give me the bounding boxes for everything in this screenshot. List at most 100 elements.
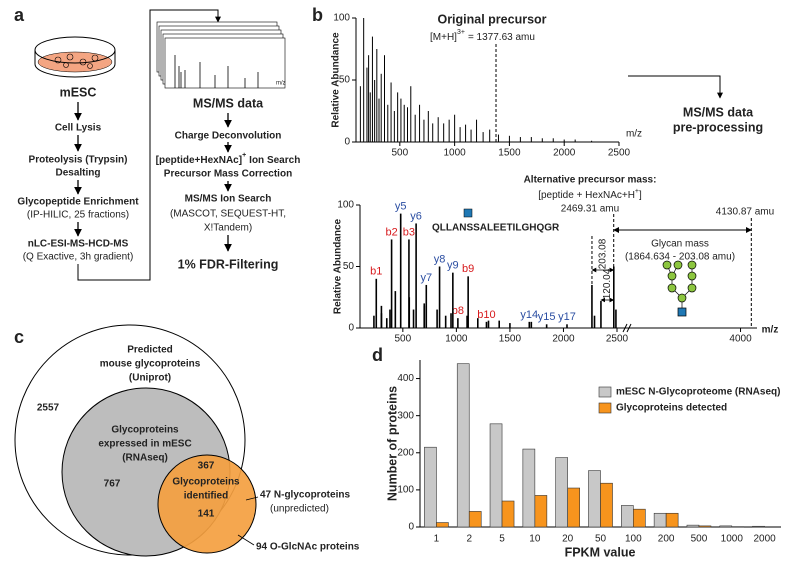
x-tick-label: 2000 bbox=[553, 148, 576, 159]
workflow-step: Glycopeptide Enrichment bbox=[17, 197, 139, 208]
ion-label: y9 bbox=[447, 260, 459, 272]
ion-label: b2 bbox=[385, 226, 397, 238]
bar bbox=[686, 524, 700, 528]
panel-label: c bbox=[14, 327, 24, 347]
x-tick-label: 100 bbox=[625, 534, 642, 545]
legend-label: mESC N-Glycoproteome (RNAseq) bbox=[616, 387, 780, 398]
x-tick-label: 50 bbox=[595, 534, 607, 545]
set-title: Predicted bbox=[127, 345, 173, 356]
annotation: Glycan mass bbox=[651, 239, 709, 250]
legend-swatch bbox=[598, 386, 612, 398]
axis-break bbox=[626, 323, 632, 333]
spectra-stack bbox=[156, 21, 286, 89]
x-tick-label: 500 bbox=[691, 534, 708, 545]
x-tick-label: 500 bbox=[391, 148, 408, 159]
glycan-icon bbox=[662, 260, 697, 317]
x-tick-label: 5 bbox=[499, 534, 505, 545]
peptide-sequence: QLLANSSALEETILGHQGR bbox=[432, 223, 560, 234]
bar bbox=[522, 448, 536, 528]
pipeline-note: (MASCOT, SEQUEST-HT, bbox=[170, 209, 286, 220]
x-tick-label: 2000 bbox=[753, 534, 776, 545]
ion-label: y17 bbox=[558, 311, 576, 323]
text-part: [peptide+HexNAc] bbox=[156, 155, 242, 166]
bar bbox=[621, 505, 634, 528]
x-axis-label: m/z bbox=[626, 129, 642, 140]
y-axis-label: Number of proteins bbox=[385, 386, 399, 501]
x-tick-label: 500 bbox=[394, 334, 411, 345]
panel-b: b Original precursor [M+H]3+ = 1377.63 am… bbox=[312, 5, 774, 317]
ion-label: y14 bbox=[520, 309, 538, 321]
spectrum-sketch bbox=[174, 55, 259, 88]
step-label: MS/MS data bbox=[683, 105, 754, 119]
callout: 94 O-GlcNAc proteins bbox=[256, 542, 360, 553]
set-title: identified bbox=[184, 491, 228, 502]
x-tick-label: 1000 bbox=[445, 334, 468, 345]
bar bbox=[653, 512, 667, 528]
y-tick-label: 0 bbox=[348, 323, 354, 334]
legend-swatch bbox=[598, 402, 612, 414]
superscript: + bbox=[242, 152, 246, 159]
x-tick-label: 1500 bbox=[499, 334, 522, 345]
bar bbox=[501, 500, 515, 528]
axis-label: m/z bbox=[276, 81, 286, 87]
x-tick-label: 1500 bbox=[498, 148, 521, 159]
x-tick-label: 2 bbox=[466, 534, 472, 545]
callout-line bbox=[245, 496, 259, 501]
section-title: MS/MS data bbox=[193, 96, 264, 110]
panel-label: a bbox=[14, 5, 25, 25]
bar bbox=[456, 363, 470, 528]
chart-title: Original precursor bbox=[437, 12, 546, 26]
workflow-note: (Q Exactive, 3h gradient) bbox=[23, 252, 134, 263]
bar bbox=[555, 457, 568, 528]
workflow-step: Cell Lysis bbox=[55, 123, 102, 134]
y-tick-label: 0 bbox=[408, 522, 414, 533]
dish-medium bbox=[37, 51, 113, 73]
y-tick-label: 400 bbox=[397, 373, 414, 384]
x-tick-label: 2500 bbox=[608, 148, 631, 159]
axis-break bbox=[622, 323, 628, 333]
x-tick-label: 1000 bbox=[444, 148, 467, 159]
x-tick-label: 2500 bbox=[606, 334, 629, 345]
pipeline-note: X!Tandem) bbox=[204, 223, 252, 234]
panel-label: b bbox=[312, 5, 323, 25]
text-part: = 1377.63 amu bbox=[468, 32, 535, 43]
ion-label: b9 bbox=[462, 263, 474, 275]
bar bbox=[698, 525, 712, 528]
ion-label: y5 bbox=[395, 201, 407, 213]
x-tick-label: 20 bbox=[562, 534, 574, 545]
text-part: [peptide + HexNAc+H bbox=[538, 190, 635, 201]
bar bbox=[588, 470, 601, 528]
callout: (unpredicted) bbox=[270, 504, 329, 515]
bar bbox=[633, 508, 646, 528]
pipeline-step: Charge Deconvolution bbox=[175, 131, 282, 142]
y-axis-label: Relative Abundance bbox=[333, 218, 344, 314]
callout-line bbox=[237, 534, 255, 546]
bar bbox=[489, 423, 503, 528]
y-tick-label: 300 bbox=[397, 410, 414, 421]
y-tick-label: 100 bbox=[397, 485, 414, 496]
x-tick-label: 10 bbox=[529, 534, 541, 545]
set-count: 367 bbox=[198, 461, 215, 472]
workflow-step: Proteolysis (Trypsin) bbox=[29, 155, 128, 166]
dish-rim bbox=[34, 36, 116, 64]
superscript: + bbox=[635, 188, 639, 195]
y-tick-label: 100 bbox=[333, 13, 350, 24]
y-tick-label: 50 bbox=[339, 75, 351, 86]
y-tick-label: 200 bbox=[397, 447, 414, 458]
precursor-label: [M+H]3+ = 1377.63 amu bbox=[430, 29, 535, 43]
bar bbox=[468, 511, 482, 528]
ion-label: y7 bbox=[420, 272, 432, 284]
bar bbox=[534, 495, 548, 528]
cells bbox=[54, 53, 99, 69]
annotation: 2469.31 amu bbox=[561, 204, 619, 215]
superscript: 3+ bbox=[457, 29, 465, 36]
x-tick-label: 4000 bbox=[729, 334, 752, 345]
ion-label: b3 bbox=[403, 226, 415, 238]
bar bbox=[719, 525, 733, 528]
text-part: Ion Search bbox=[249, 155, 300, 166]
set-title: Glycoproteins bbox=[111, 425, 179, 436]
pipeline-step: MS/MS Ion Search bbox=[185, 194, 272, 205]
ion-label: y15 bbox=[538, 311, 556, 323]
ion-label: y6 bbox=[410, 210, 422, 222]
